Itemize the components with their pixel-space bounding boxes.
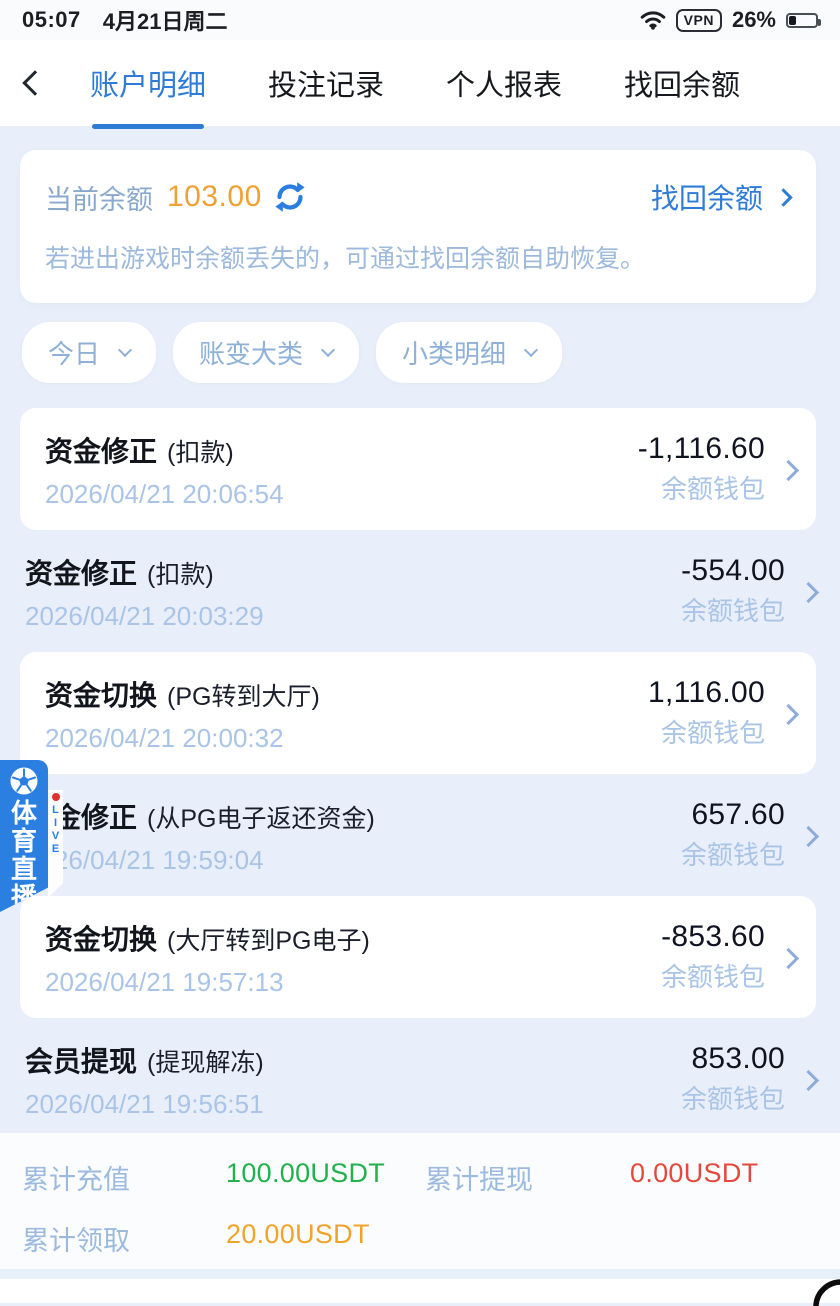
balance-hint-text: 若进出游戏时余额丢失的，可通过找回余额自助恢复。 xyxy=(45,245,646,273)
total-claim-label: 累计领取 xyxy=(22,1226,130,1256)
chevron-right-icon xyxy=(774,187,793,207)
chevron-right-icon xyxy=(797,581,820,603)
filter-date-dropdown[interactable]: 今日 xyxy=(22,322,157,383)
transaction-wallet: 余额钱包 xyxy=(660,962,765,992)
live-dot-icon xyxy=(51,793,60,801)
transaction-list: 资金修正 (扣款) 2026/04/21 20:06:54 -1,116.60 … xyxy=(0,408,840,1140)
transaction-row[interactable]: 资金修正 (从PG电子返还资金) 2026/04/21 19:59:04 657… xyxy=(0,774,840,896)
transaction-amount: 657.60 xyxy=(691,798,785,831)
status-time: 05:07 xyxy=(22,7,81,32)
transaction-wallet: 余额钱包 xyxy=(680,596,785,626)
chevron-down-icon xyxy=(320,342,336,357)
wifi-icon xyxy=(640,10,666,30)
transaction-detail: (扣款) xyxy=(167,439,234,467)
status-date: 4月21日周二 xyxy=(102,9,228,34)
divider-band xyxy=(0,1269,840,1279)
status-bar: 05:07 4月21日周二 VPN 26% xyxy=(0,0,840,40)
transaction-amount: -1,116.60 xyxy=(637,432,765,465)
transaction-amount: -554.00 xyxy=(681,554,785,587)
filter-subcategory-dropdown[interactable]: 小类明细 xyxy=(376,322,563,383)
header-tab-bar: 账户明细 投注记录 个人报表 找回余额 xyxy=(0,40,840,129)
main-content: 当前余额 103.00 找回余额 若进出游戏时余额丢失的，可通过找回余额自助恢复… xyxy=(0,150,840,1133)
transaction-type: 会员提现 xyxy=(25,1046,138,1077)
transaction-row[interactable]: 资金切换 (大厅转到PG电子) 2026/04/21 19:57:13 -853… xyxy=(20,896,816,1018)
transaction-detail: (PG转到大厅) xyxy=(167,683,320,711)
back-icon xyxy=(22,70,48,96)
transaction-row[interactable]: 资金切换 (PG转到大厅) 2026/04/21 20:00:32 1,116.… xyxy=(20,652,816,774)
transaction-row[interactable]: 资金修正 (扣款) 2026/04/21 20:03:29 -554.00 余额… xyxy=(0,530,840,652)
tab-account-detail[interactable]: 账户明细 xyxy=(90,62,206,129)
transaction-detail: (从PG电子返还资金) xyxy=(147,805,375,833)
refresh-balance-button[interactable] xyxy=(274,181,306,213)
transaction-type: 资金修正 xyxy=(25,558,138,589)
filter-category-dropdown[interactable]: 账变大类 xyxy=(173,322,360,383)
transaction-time: 2026/04/21 19:57:13 xyxy=(45,967,284,997)
transaction-row[interactable]: 会员提现 (提现解冻) 2026/04/21 19:56:51 853.00 余… xyxy=(0,1018,840,1140)
chevron-down-icon xyxy=(117,342,133,357)
transaction-time: 2026/04/21 20:03:29 xyxy=(25,601,264,631)
soccer-ball-icon xyxy=(10,767,38,795)
transaction-type: 资金修正 xyxy=(45,436,158,467)
transaction-wallet: 余额钱包 xyxy=(680,1084,785,1114)
transaction-amount: 853.00 xyxy=(691,1042,785,1075)
totals-summary-bar: 累计充值 100.00USDT 累计提现 0.00USDT 累计领取 20.00… xyxy=(0,1133,840,1269)
vpn-badge: VPN xyxy=(675,8,722,32)
chevron-right-icon xyxy=(777,459,800,481)
transaction-time: 2026/04/21 19:59:04 xyxy=(25,845,264,875)
transaction-amount: -853.60 xyxy=(661,920,765,953)
battery-icon xyxy=(786,12,821,28)
total-withdraw-label: 累计提现 xyxy=(425,1165,533,1195)
transaction-time: 2026/04/21 19:56:51 xyxy=(25,1089,264,1119)
chevron-right-icon xyxy=(777,947,800,969)
chevron-right-icon xyxy=(797,1069,820,1091)
chevron-right-icon xyxy=(777,703,800,725)
total-claim-value: 20.00USDT xyxy=(226,1219,370,1249)
recover-balance-link[interactable]: 找回余额 xyxy=(651,177,793,217)
total-deposit-label: 累计充值 xyxy=(22,1165,130,1195)
live-sports-badge-title: 体育直播 xyxy=(10,798,37,912)
transaction-type: 资金切换 xyxy=(45,680,158,711)
transaction-type: 资金切换 xyxy=(45,924,158,955)
back-button[interactable] xyxy=(22,70,48,96)
current-balance-label: 当前余额 xyxy=(45,184,153,215)
refresh-icon xyxy=(275,182,305,212)
transaction-detail: (扣款) xyxy=(147,561,214,589)
total-withdraw-value: 0.00USDT xyxy=(630,1158,759,1188)
transaction-row[interactable]: 资金修正 (扣款) 2026/04/21 20:06:54 -1,116.60 … xyxy=(20,408,816,530)
tab-personal-report[interactable]: 个人报表 xyxy=(446,70,563,102)
bottom-bar xyxy=(0,1279,840,1306)
total-deposit-value: 100.00USDT xyxy=(226,1158,386,1188)
transaction-amount: 1,116.00 xyxy=(648,676,765,709)
filter-bar: 今日 账变大类 小类明细 xyxy=(22,322,840,383)
tab-bet-records[interactable]: 投注记录 xyxy=(268,70,385,102)
transaction-wallet: 余额钱包 xyxy=(660,474,765,504)
tab-recover-balance[interactable]: 找回余额 xyxy=(624,70,741,102)
balance-card: 当前余额 103.00 找回余额 若进出游戏时余额丢失的，可通过找回余额自助恢复… xyxy=(20,150,816,303)
chevron-right-icon xyxy=(797,825,820,847)
current-balance-amount: 103.00 xyxy=(167,180,262,213)
transaction-time: 2026/04/21 20:00:32 xyxy=(45,723,284,753)
loading-arc-icon xyxy=(813,1279,840,1306)
battery-percent: 26% xyxy=(731,7,776,32)
transaction-detail: (提现解冻) xyxy=(147,1049,264,1077)
chevron-down-icon xyxy=(523,342,539,357)
transaction-wallet: 余额钱包 xyxy=(660,718,765,748)
transaction-detail: (大厅转到PG电子) xyxy=(167,927,370,955)
transaction-wallet: 余额钱包 xyxy=(680,840,785,870)
transaction-time: 2026/04/21 20:06:54 xyxy=(45,479,284,509)
